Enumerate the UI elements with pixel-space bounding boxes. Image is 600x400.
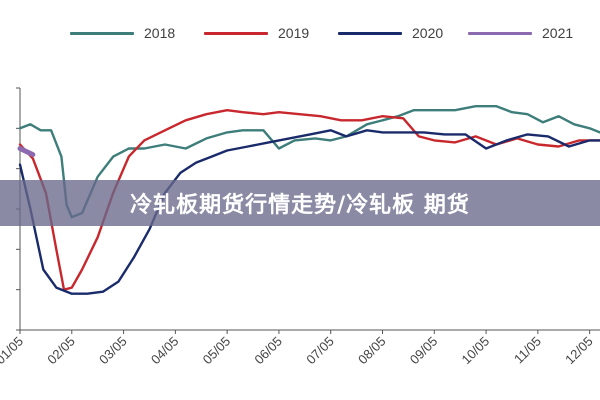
x-tick-label: 10/05 xyxy=(459,334,493,368)
legend-label-3: 2021 xyxy=(542,25,574,41)
series-line-2019 xyxy=(18,109,600,291)
legend-item-0: 2018 xyxy=(70,20,175,46)
title-banner: 冷轧板期货行情走势/冷轧板 期货 xyxy=(0,180,600,226)
series-line-2020 xyxy=(18,129,600,295)
x-tick-label: 12/05 xyxy=(562,334,596,368)
legend-item-1: 2019 xyxy=(204,20,309,46)
banner-text: 冷轧板期货行情走势/冷轧板 期货 xyxy=(130,193,470,218)
series-line-2021 xyxy=(17,146,36,158)
chart-legend: 2018 2019 2020 2021 xyxy=(0,20,600,46)
legend-item-3: 2021 xyxy=(468,20,573,46)
legend-label-0: 2018 xyxy=(144,25,176,41)
legend-item-2: 2020 xyxy=(338,20,443,46)
x-tick-label: 06/05 xyxy=(251,334,285,368)
legend-swatch-0 xyxy=(70,31,134,35)
x-tick-label: 04/05 xyxy=(148,334,182,368)
x-tick-label: 08/05 xyxy=(355,334,389,368)
x-tick-labels: 01/05 02/05 03/05 04/05 05/05 06/05 07/05 08/05… xyxy=(0,334,596,368)
legend-label-1: 2019 xyxy=(278,25,310,41)
legend-swatch-1 xyxy=(204,31,268,35)
x-tick-label: 05/05 xyxy=(200,334,234,368)
x-tick-label: 07/05 xyxy=(303,334,337,368)
legend-label-2: 2020 xyxy=(412,25,444,41)
x-tick-label: 11/05 xyxy=(511,334,544,367)
x-tick-label: 03/05 xyxy=(96,334,130,368)
x-tick-label: 02/05 xyxy=(44,334,78,368)
legend-swatch-2 xyxy=(338,31,402,35)
x-tick-label: 01/05 xyxy=(0,334,26,368)
legend-swatch-3 xyxy=(468,31,532,35)
x-tick-label: 09/05 xyxy=(407,334,441,368)
